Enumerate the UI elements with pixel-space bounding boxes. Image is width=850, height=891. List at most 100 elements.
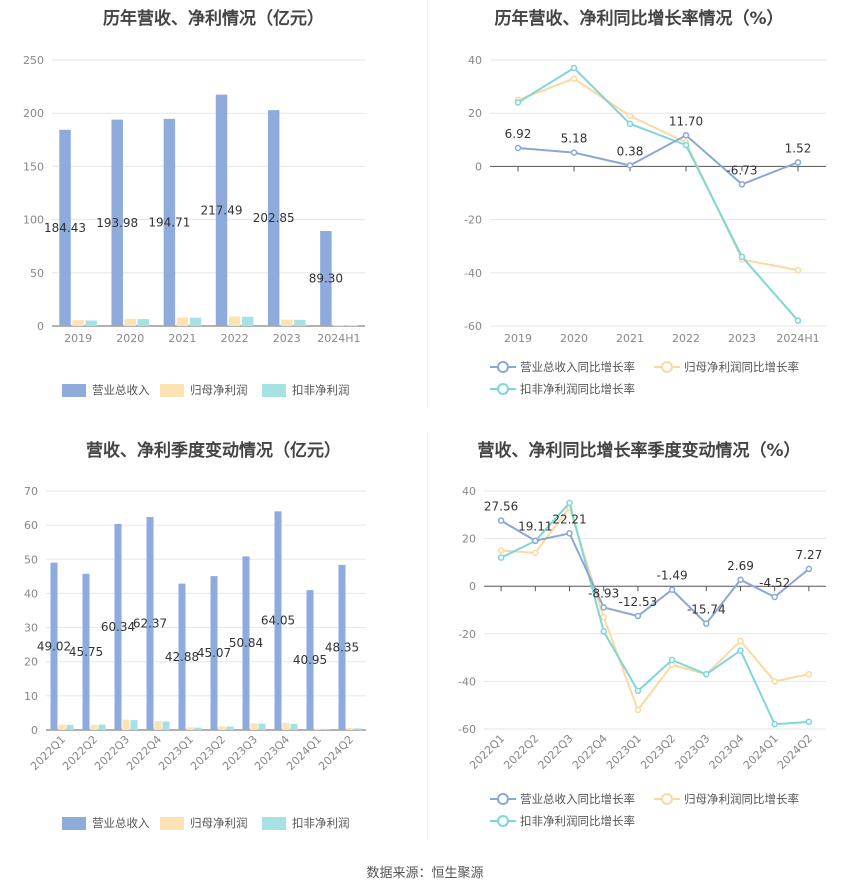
series-line-2 [517, 66, 799, 322]
data-label: 194.71 [148, 215, 190, 229]
bar-2 [354, 728, 362, 730]
legend-item: 归母净利润同比增长率 [654, 792, 799, 806]
bar-1 [218, 726, 226, 730]
bar-0 [210, 576, 218, 730]
bar-0 [338, 564, 346, 730]
bar-0 [178, 583, 186, 730]
bar-1 [124, 318, 136, 326]
y-tick-label: 200 [23, 107, 44, 120]
series-point-2 [497, 554, 505, 561]
bar-0 [242, 556, 250, 730]
data-source-label: 数据来源：恒生聚源 [366, 866, 484, 881]
x-tick-label: 2023 [273, 332, 301, 345]
bar-2 [98, 724, 106, 730]
x-tick-label: 2023Q2 [638, 732, 678, 772]
legend-label: 营业总收入 [92, 816, 150, 830]
bar-0 [114, 523, 122, 730]
data-label: 19.11 [518, 520, 552, 534]
data-label: 193.98 [96, 216, 138, 230]
legend-label: 归母净利润同比增长率 [684, 360, 799, 374]
legend-swatch-marker [497, 815, 509, 827]
legend-label: 营业总收入同比增长率 [520, 360, 635, 374]
bar-1 [250, 723, 258, 730]
data-label: 49.02 [37, 639, 71, 653]
series-point-0 [794, 159, 802, 166]
y-tick-label: 60 [24, 519, 38, 532]
data-label: 2.69 [727, 559, 754, 573]
quarterly-revenue-profit-panel: 营收、净利季度变动情况（亿元） 0 10 20 30 40 50 60 70 2022Q1 202… [0, 432, 427, 840]
bar-1 [228, 316, 241, 326]
x-tick-label: 2024Q2 [775, 732, 815, 772]
series-point-0 [805, 565, 813, 573]
bar-2 [346, 325, 358, 326]
legend-label: 扣非净利润同比增长率 [520, 382, 635, 396]
chart-title: 历年营收、净利同比增长率情况（%） [494, 9, 784, 29]
legend-label: 归母净利润 [190, 816, 248, 830]
x-tick-label: 2019 [64, 332, 92, 345]
series-point-0 [703, 620, 710, 627]
legend-item: 扣非净利润同比增长率 [490, 382, 635, 396]
legend-swatch-marker [497, 383, 509, 395]
data-label: 11.70 [669, 114, 703, 128]
annual-growth-panel: 历年营收、净利同比增长率情况（%） -60 -40 -20 0 20 40 2019 2020… [428, 0, 850, 408]
annual-line-chart: -60 -40 -20 0 20 40 2019 2020 2021 2022 2023 2024H1… [464, 54, 826, 396]
bar-1 [281, 319, 293, 326]
vertical-divider-top [427, 0, 428, 408]
legend-swatch-marker [661, 793, 673, 805]
series-point-0 [532, 537, 539, 544]
x-tick-label: 2022Q2 [501, 732, 541, 772]
annual-bar-chart: 0 50 100 150 200 250 2019 2020 2021 2022 2023 2024H… [23, 54, 365, 397]
bar-2 [258, 723, 266, 730]
legend-label: 归母净利润 [190, 383, 248, 397]
bar-1 [58, 724, 66, 730]
y-tick-label: 20 [24, 656, 38, 669]
series-point-2 [771, 720, 778, 728]
series-point-1 [497, 547, 505, 554]
y-tick-label: 20 [468, 107, 482, 120]
bar-0 [320, 230, 332, 326]
y-tick-label: -40 [464, 267, 482, 280]
series-point-0 [634, 612, 642, 620]
legend-item: 营业总收入 [62, 383, 150, 397]
data-label: 27.56 [484, 500, 518, 514]
series-point-1 [570, 75, 578, 82]
legend-swatch [160, 817, 184, 830]
data-label: -4.52 [759, 576, 790, 590]
bar-0 [215, 94, 228, 326]
data-label: 5.18 [561, 132, 588, 146]
data-label: -6.73 [726, 163, 757, 177]
vertical-divider-bottom [427, 432, 428, 840]
x-tick-label: 2019 [504, 332, 532, 345]
bar-0 [59, 129, 71, 326]
series-point-2 [682, 141, 690, 149]
data-label: 89.30 [309, 271, 343, 285]
legend-swatch [160, 384, 184, 397]
y-tick-label: 20 [462, 533, 476, 546]
legend-swatch [62, 384, 86, 397]
y-tick-label: 40 [462, 485, 476, 498]
bar-0 [306, 590, 314, 730]
bar-1 [122, 719, 130, 730]
bar-2 [294, 319, 306, 326]
legend-label: 归母净利润同比增长率 [684, 792, 799, 806]
series-point-0 [682, 132, 690, 139]
bar-2 [290, 723, 298, 730]
series-point-2 [566, 499, 573, 507]
series-point-1 [634, 706, 642, 714]
series-point-0 [566, 530, 573, 537]
bar-1 [154, 721, 162, 730]
x-tick-label: 2023Q1 [604, 732, 644, 772]
data-label: -1.49 [657, 569, 688, 583]
legend-item: 归母净利润 [160, 816, 248, 830]
series-point-1 [805, 671, 813, 678]
x-tick-label: 2024Q1 [741, 732, 781, 772]
quarterly-line-chart: -60-40-20020402022Q12022Q22022Q32022Q420… [458, 485, 826, 828]
legend-item: 归母净利润同比增长率 [654, 360, 799, 374]
data-label: 45.07 [197, 646, 231, 660]
bar-0 [111, 119, 123, 326]
y-tick-label: -40 [458, 675, 476, 688]
y-tick-label: -20 [458, 628, 476, 641]
legend-label: 营业总收入 [92, 383, 150, 397]
series-point-1 [737, 637, 744, 645]
bar-1 [333, 325, 345, 326]
